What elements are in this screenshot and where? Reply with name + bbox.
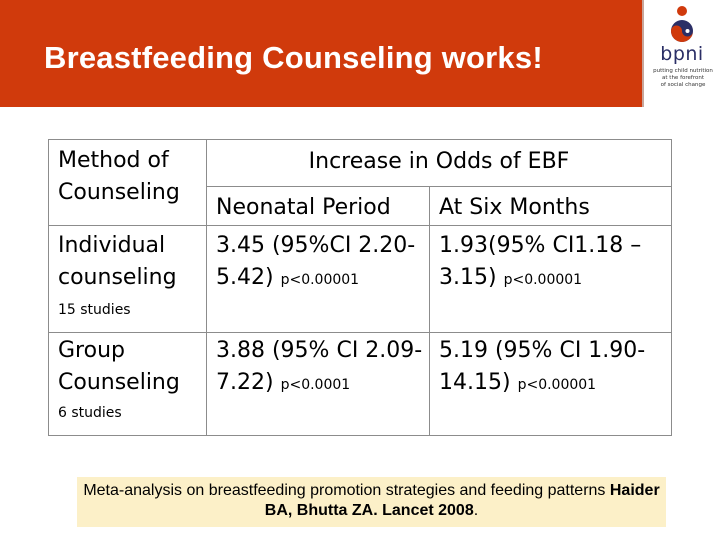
subheader-row: Neonatal Period At Six Months: [49, 186, 672, 226]
method-header: Method of Counseling: [48, 139, 207, 226]
logo-wordmark: bpni: [660, 43, 704, 65]
study-count: 6 studies: [58, 405, 122, 421]
logo-mother-child-icon: [671, 6, 693, 42]
page-title: Breastfeeding Counseling works!: [44, 40, 543, 75]
table-row: Individual counseling 15 studies 3.45 (9…: [48, 225, 672, 333]
ebf-odds-table: Method of Counseling Increase in Odds of…: [48, 139, 672, 436]
citation-authors: Haider BA, Bhutta ZA. Lancet 2008: [264, 482, 660, 519]
neonatal-header: Neonatal Period: [206, 186, 430, 226]
logo-tagline: putting child nutrition at the forefront…: [653, 68, 713, 88]
increase-header: Increase in Odds of EBF: [206, 139, 672, 187]
six-months-cell: 5.19 (95% CI 1.90-14.15) p<0.00001: [429, 332, 672, 436]
six-months-cell: 1.93(95% CI1.18 – 3.15) p<0.00001: [429, 225, 672, 333]
citation-text: Meta-analysis on breastfeeding promotion…: [83, 482, 610, 499]
study-count: 15 studies: [58, 302, 131, 318]
table-row: Group Counseling 6 studies 3.88 (95% CI …: [48, 332, 672, 436]
method-cell: Individual counseling 15 studies: [48, 225, 207, 333]
neonatal-cell: 3.88 (95% CI 2.09-7.22) p<0.0001: [206, 332, 430, 436]
title-banner: Breastfeeding Counseling works!: [0, 0, 720, 107]
method-cell: Group Counseling 6 studies: [48, 332, 207, 436]
header-row: Method of Counseling Increase in Odds of…: [48, 139, 672, 226]
six-months-header: At Six Months: [429, 186, 672, 226]
bpni-logo: bpni putting child nutrition at the fore…: [642, 0, 720, 107]
citation-box: Meta-analysis on breastfeeding promotion…: [77, 477, 666, 527]
neonatal-cell: 3.45 (95%CI 2.20-5.42) p<0.00001: [206, 225, 430, 333]
